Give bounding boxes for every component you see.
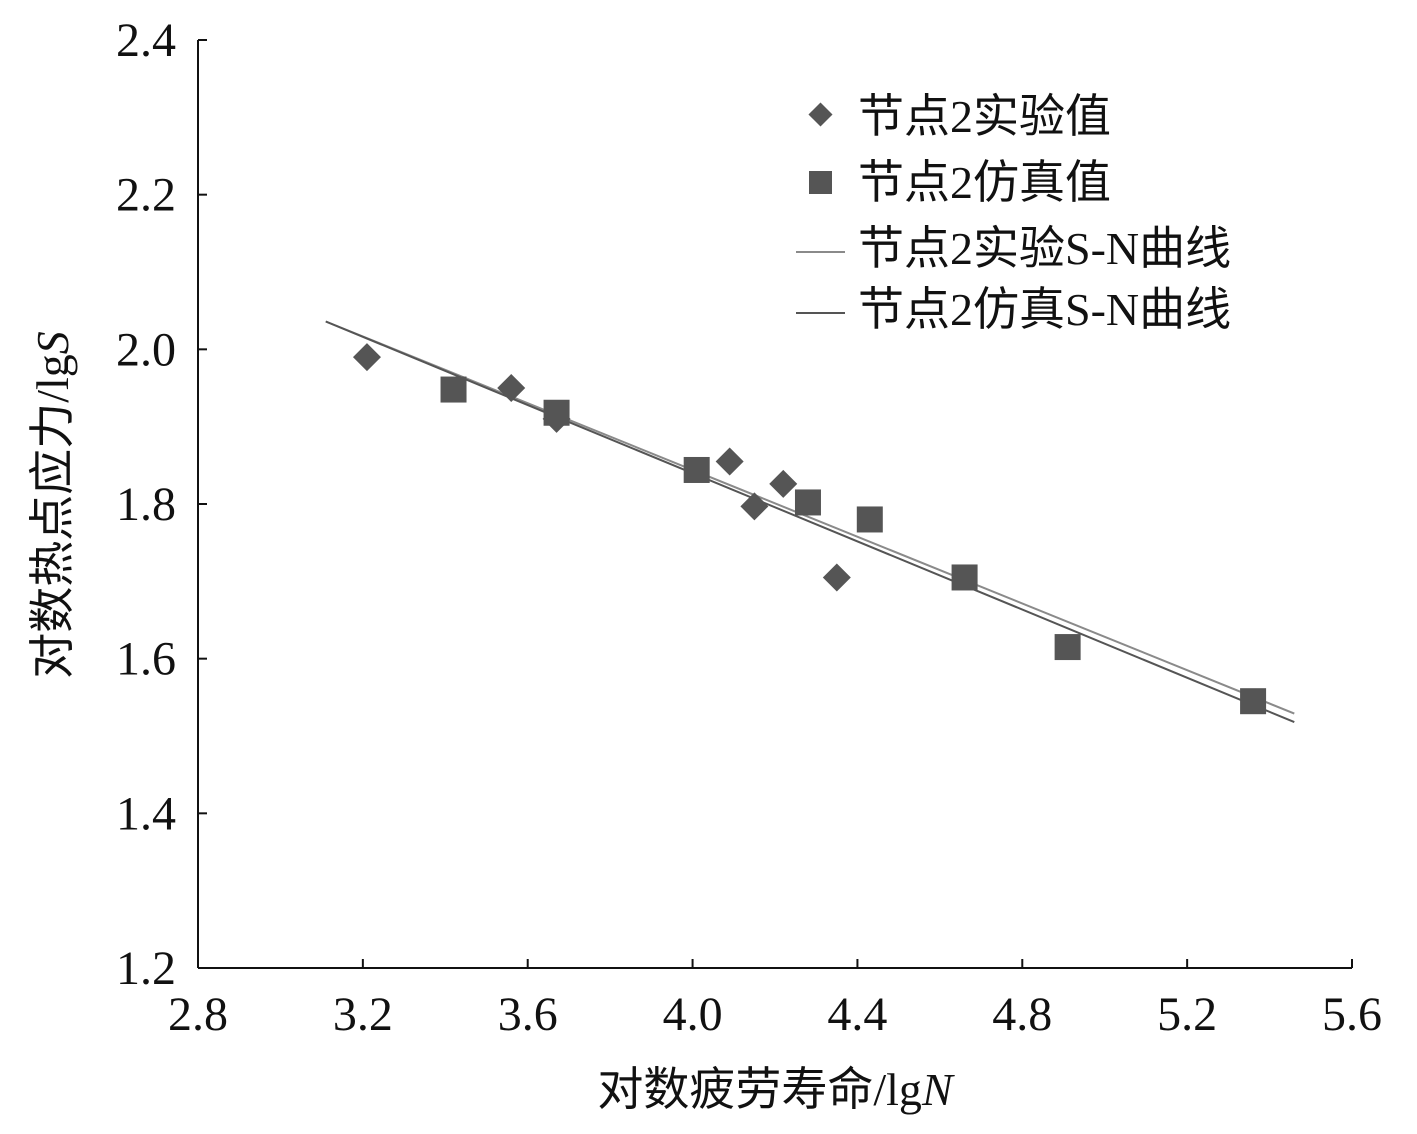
simulation-point-square: [1054, 634, 1081, 661]
simulation-point-square: [1240, 688, 1267, 715]
y-tick-label: 2.0: [116, 323, 176, 376]
y-tick-label: 1.6: [116, 633, 176, 686]
experiment-point-diamond: [497, 374, 526, 402]
legend-label: 节点2仿真S-N曲线: [858, 284, 1231, 335]
series-points: [352, 343, 1267, 715]
simulation-point-square: [794, 489, 821, 516]
legend-entry-experiment-points: 节点2实验值: [808, 91, 1111, 142]
legend-label: 节点2仿真值: [858, 157, 1111, 208]
x-tick-label: 4.8: [992, 988, 1052, 1041]
x-tick-label: 3.6: [498, 988, 558, 1041]
legend-entry-simulation-points: 节点2仿真值: [809, 157, 1111, 208]
experiment-point-diamond: [715, 447, 744, 476]
sn-curve-line: [325, 320, 1295, 724]
simulation-point-square: [543, 399, 570, 426]
y-tick-label: 1.8: [116, 478, 176, 531]
experiment-point-diamond: [740, 492, 769, 521]
y-tick-label: 2.2: [116, 169, 176, 222]
x-tick-label: 5.6: [1322, 988, 1382, 1041]
simulation-point-square: [683, 456, 710, 483]
x-tick-label: 3.2: [333, 988, 393, 1041]
x-tick-label: 2.8: [168, 988, 228, 1041]
x-tick-label: 5.2: [1157, 988, 1217, 1041]
y-tick-label: 2.4: [116, 14, 176, 67]
sn-curve-line: [325, 320, 1295, 715]
ticks: 2.8 3.2 3.6 4.0 4.4 4.8 5.2 5.6 1.2 1.4 1.6 1.8 2.0 2…: [116, 14, 1382, 1041]
legend-entry-experiment-curve: 节点2实验S-N曲线: [796, 223, 1231, 274]
y-tick-label: 1.4: [116, 787, 176, 840]
legend: 节点2实验值 节点2仿真值 节点2实验S-N曲线 节点2仿真S-N曲线: [796, 91, 1231, 335]
x-tick-label: 4.0: [663, 988, 723, 1041]
simulation-point-square: [440, 376, 467, 403]
simulation-point-square: [856, 506, 883, 533]
experiment-point-diamond: [352, 343, 381, 372]
legend-entry-simulation-curve: 节点2仿真S-N曲线: [796, 284, 1231, 335]
y-axis-title: 对数热点应力/lgS: [27, 331, 78, 679]
legend-label: 节点2实验S-N曲线: [858, 223, 1231, 274]
x-tick-label: 4.4: [827, 988, 887, 1041]
experiment-point-diamond: [822, 563, 851, 592]
x-axis-title: 对数疲劳寿命/lgN: [597, 1064, 955, 1115]
legend-label: 节点2实验值: [858, 91, 1111, 142]
legend-diamond-marker: [808, 102, 833, 127]
series-lines: [325, 320, 1295, 724]
y-tick-label: 1.2: [116, 942, 176, 995]
simulation-point-square: [951, 564, 978, 591]
legend-square-marker: [809, 171, 832, 194]
experiment-point-diamond: [769, 469, 798, 498]
